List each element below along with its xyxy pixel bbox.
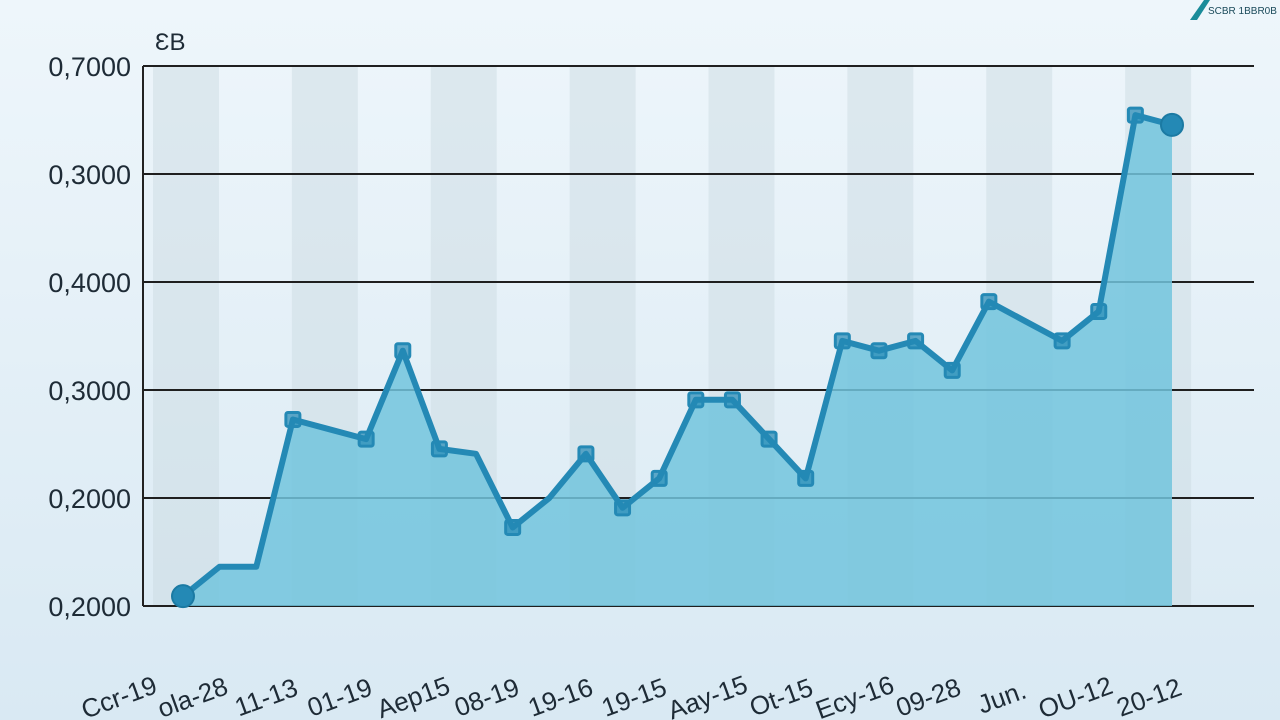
data-point-marker [1090, 302, 1108, 320]
data-point-marker [614, 499, 632, 517]
x-tick-label: ola-28 [153, 671, 231, 720]
data-point-marker [1126, 106, 1144, 124]
data-point-marker [870, 342, 888, 360]
data-point-marker [650, 469, 668, 487]
data-point-marker [797, 469, 815, 487]
y-tick-label: 0,7000 [48, 52, 131, 82]
data-point-marker [430, 440, 448, 458]
data-point-marker [980, 293, 998, 311]
y-tick-label: 0,4000 [48, 268, 131, 298]
data-point-marker [760, 430, 778, 448]
x-tick-label: Aay-15 [664, 669, 752, 720]
data-point-marker [577, 445, 595, 463]
y-tick-labels: 0,2000 0,2000 0,3000 0,4000 0,3000 0,7000 [48, 52, 131, 622]
series-markers [171, 106, 1184, 609]
y-tick-label: 0,3000 [48, 160, 131, 190]
x-tick-label: Aep15 [373, 670, 454, 720]
background-band [153, 66, 219, 606]
data-point-marker [357, 430, 375, 448]
logo-mark-icon [1190, 0, 1210, 20]
x-tick-label: 09-28 [892, 672, 965, 720]
data-point-marker [723, 391, 741, 409]
brand-logo: SCBR 1BBR0B [1190, 0, 1277, 20]
x-tick-label: Jun. [974, 675, 1030, 720]
x-tick-label: 19-15 [598, 672, 671, 720]
data-point-marker [504, 518, 522, 536]
y-tick-label: 0,2000 [48, 592, 131, 622]
x-tick-label: 01-19 [303, 672, 376, 720]
x-tick-label: 08-19 [450, 672, 523, 720]
data-point-marker [907, 332, 925, 350]
data-point-marker [1160, 112, 1184, 137]
x-tick-label: Ot-15 [745, 672, 816, 720]
data-point-marker [687, 391, 705, 409]
data-point-marker [284, 410, 302, 428]
data-point-marker [833, 332, 851, 350]
y-axis-label: ƐB [155, 29, 186, 56]
x-tick-label: 20-12 [1113, 672, 1186, 720]
y-tick-label: 0,3000 [48, 376, 131, 406]
area-fill [183, 115, 1172, 606]
x-tick-label: Ccr-19 [77, 670, 161, 720]
data-point-marker [1053, 332, 1071, 350]
data-point-marker [394, 342, 412, 360]
data-point-marker [171, 584, 195, 609]
x-tick-label: Ecy-16 [812, 669, 898, 720]
x-tick-label: 11-13 [231, 672, 302, 720]
x-tick-label: 19-16 [524, 672, 597, 720]
logo-text: SCBR 1BBR0B [1208, 6, 1277, 17]
y-tick-label: 0,2000 [48, 484, 131, 514]
x-tick-label: OU-12 [1034, 670, 1116, 720]
data-point-marker [943, 361, 961, 379]
series-line [180, 112, 1175, 600]
